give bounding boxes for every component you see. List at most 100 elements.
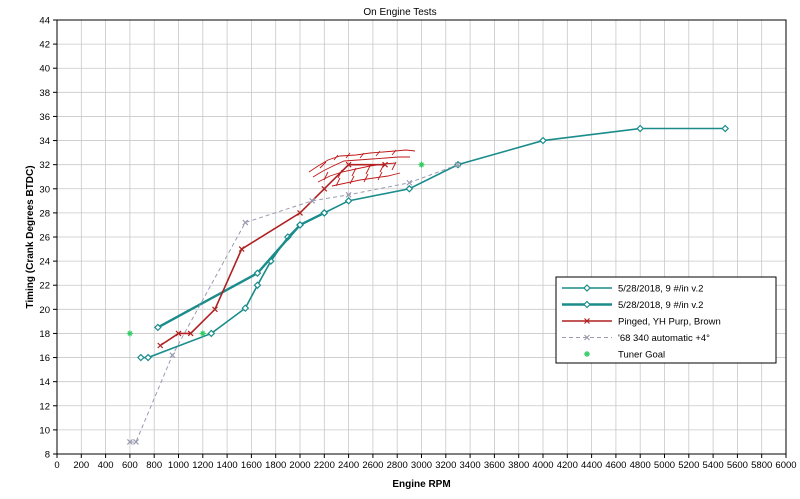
y-tick-label: 34 bbox=[39, 136, 50, 147]
data-point bbox=[721, 124, 730, 133]
y-tick-label: 24 bbox=[39, 257, 50, 268]
legend-label: 5/28/2018, 9 #/in v.2 bbox=[618, 284, 703, 295]
data-point bbox=[253, 269, 262, 278]
x-tick-label: 3000 bbox=[411, 460, 432, 471]
series-line bbox=[129, 164, 459, 443]
legend-entry: 5/28/2018, 9 #/in v.2 bbox=[562, 300, 703, 311]
data-point bbox=[169, 352, 176, 359]
data-point bbox=[321, 185, 328, 192]
data-point bbox=[212, 306, 218, 313]
x-tick-label: 5600 bbox=[727, 460, 748, 471]
y-tick-label: 14 bbox=[39, 377, 50, 388]
y-tick-label: 12 bbox=[39, 401, 50, 412]
x-tick-label: 2200 bbox=[314, 460, 335, 471]
x-tick-label: 5000 bbox=[654, 460, 675, 471]
series-0 bbox=[136, 124, 730, 362]
data-point bbox=[199, 330, 206, 337]
y-tick-label: 40 bbox=[39, 64, 50, 75]
legend: 5/28/2018, 9 #/in v.2 5/28/2018, 9 #/in v… bbox=[555, 276, 777, 364]
x-axis-label: Engine RPM bbox=[392, 479, 450, 490]
y-tick-label: 30 bbox=[39, 184, 50, 195]
series-3 bbox=[126, 161, 461, 445]
data-point bbox=[187, 330, 194, 337]
scribble-stroke bbox=[331, 172, 401, 187]
x-tick-label: 6000 bbox=[775, 460, 796, 471]
x-tick-label: 2000 bbox=[289, 460, 310, 471]
y-tick-label: 32 bbox=[39, 160, 50, 171]
data-point bbox=[405, 184, 414, 193]
chart-title: On Engine Tests bbox=[363, 7, 436, 18]
x-tick-label: 1000 bbox=[168, 460, 189, 471]
x-tick-label: 2400 bbox=[338, 460, 359, 471]
x-tick-label: 4400 bbox=[581, 460, 602, 471]
data-point bbox=[382, 161, 388, 168]
data-point bbox=[207, 329, 216, 338]
data-point bbox=[253, 281, 262, 290]
legend-entry: Tuner Goal bbox=[584, 350, 665, 361]
y-tick-label: 8 bbox=[45, 450, 50, 461]
y-tick-label: 28 bbox=[39, 208, 50, 219]
data-point bbox=[126, 330, 133, 337]
y-tick-label: 44 bbox=[39, 16, 50, 27]
x-tick-label: 5400 bbox=[703, 460, 724, 471]
series-4 bbox=[126, 161, 425, 337]
legend-label: Tuner Goal bbox=[618, 350, 665, 361]
x-tick-label: 3800 bbox=[508, 460, 529, 471]
data-point bbox=[238, 246, 245, 252]
series-group bbox=[126, 124, 730, 445]
data-point bbox=[126, 439, 133, 445]
x-tick-label: 1800 bbox=[265, 460, 286, 471]
legend-label: 5/28/2018, 9 #/in v.2 bbox=[618, 300, 703, 311]
data-point bbox=[296, 221, 304, 229]
legend-marker bbox=[583, 300, 591, 309]
data-point bbox=[175, 330, 182, 337]
x-tick-label: 3200 bbox=[435, 460, 456, 471]
y-tick-label: 36 bbox=[39, 112, 50, 123]
x-tick-label: 1200 bbox=[192, 460, 213, 471]
x-tick-label: 4200 bbox=[557, 460, 578, 471]
legend-marker bbox=[584, 334, 590, 341]
data-point bbox=[157, 342, 164, 349]
data-point bbox=[636, 124, 645, 133]
y-tick-label: 42 bbox=[39, 40, 50, 51]
data-point bbox=[406, 179, 413, 186]
legend-entry: 5/28/2018, 9 #/in v.2 bbox=[562, 284, 703, 295]
x-tick-label: 800 bbox=[146, 460, 162, 471]
data-point bbox=[539, 136, 547, 145]
data-point bbox=[309, 197, 316, 204]
y-tick-label: 38 bbox=[39, 88, 50, 99]
data-point bbox=[133, 439, 139, 445]
y-tick-label: 26 bbox=[39, 233, 50, 244]
x-tick-label: 0 bbox=[54, 460, 59, 471]
scribble-stroke bbox=[335, 171, 383, 187]
scribble-stroke bbox=[319, 149, 397, 169]
y-tick-label: 22 bbox=[39, 281, 50, 292]
data-point bbox=[153, 323, 162, 332]
legend-marker bbox=[583, 284, 591, 292]
y-tick-label: 20 bbox=[39, 305, 50, 316]
data-point bbox=[344, 196, 353, 205]
x-tick-label: 3400 bbox=[460, 460, 481, 471]
data-point bbox=[241, 304, 250, 312]
x-tick-label: 1600 bbox=[241, 460, 262, 471]
x-tick-label: 1400 bbox=[217, 460, 238, 471]
data-point bbox=[320, 209, 329, 217]
y-tick-label: 10 bbox=[39, 425, 50, 436]
x-tick-label: 4000 bbox=[532, 460, 553, 471]
x-tick-label: 600 bbox=[122, 460, 138, 471]
data-point bbox=[136, 353, 145, 362]
data-point bbox=[455, 161, 461, 168]
x-tick-label: 200 bbox=[73, 460, 89, 471]
x-tick-label: 5200 bbox=[678, 460, 699, 471]
data-point bbox=[418, 161, 425, 168]
x-tick-label: 5800 bbox=[751, 460, 772, 471]
x-tick-label: 4600 bbox=[605, 460, 626, 471]
x-tick-label: 2600 bbox=[362, 460, 383, 471]
y-axis-label: Timing (Crank Degrees BTDC) bbox=[25, 165, 36, 308]
data-point bbox=[242, 219, 249, 226]
data-point bbox=[345, 191, 352, 198]
legend-entry: '68 340 automatic +4° bbox=[562, 333, 710, 344]
legend-label: Pinged, YH Purp, Brown bbox=[618, 317, 721, 328]
